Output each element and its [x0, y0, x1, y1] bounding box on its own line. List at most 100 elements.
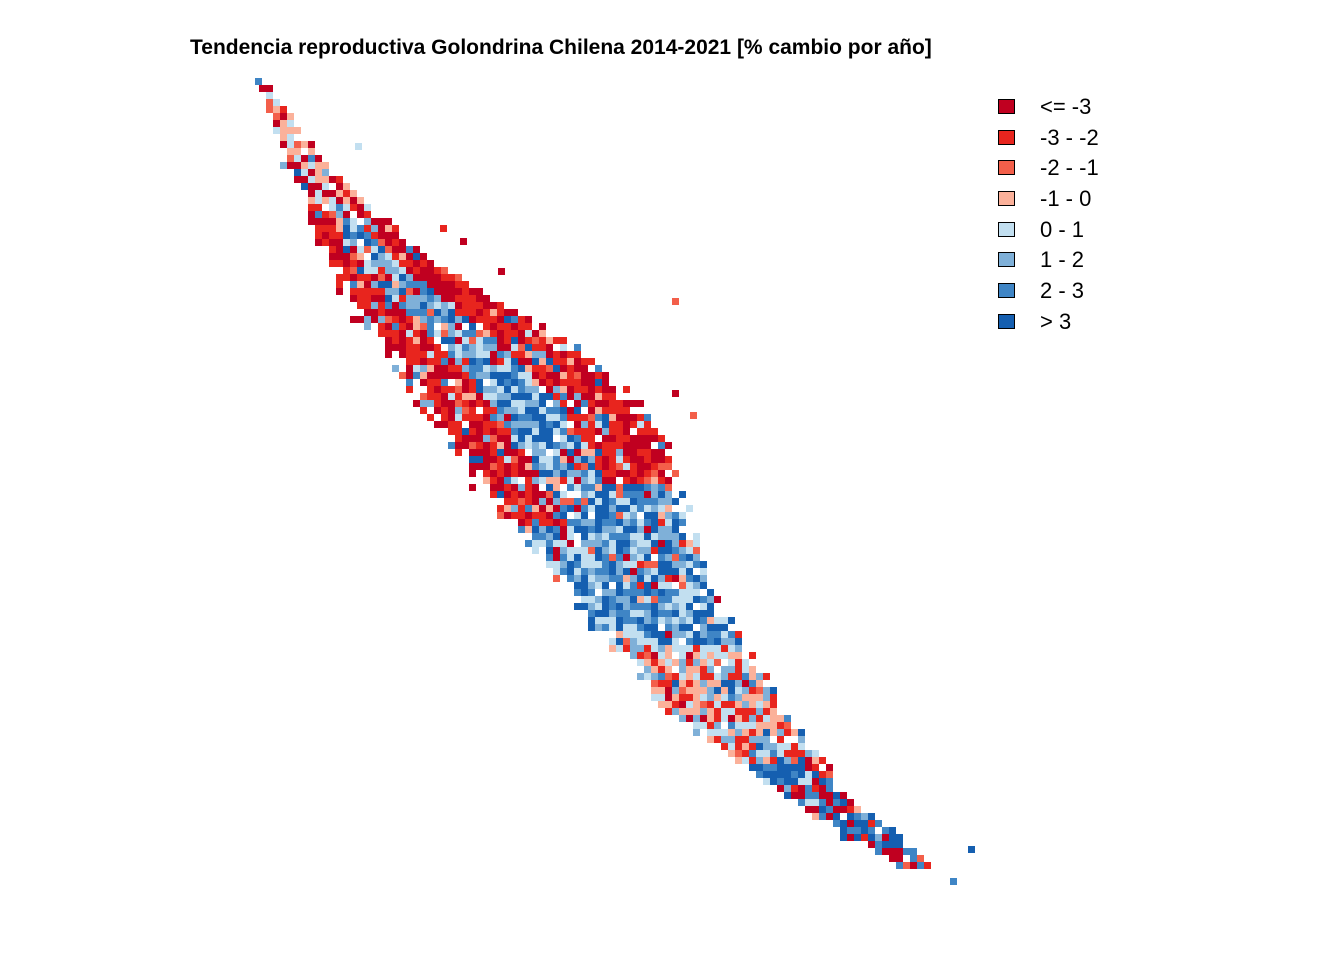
raster-cell	[469, 407, 476, 414]
raster-cell	[602, 603, 609, 610]
raster-cell	[364, 239, 371, 246]
raster-cell	[602, 421, 609, 428]
raster-cell	[315, 183, 322, 190]
raster-cell	[413, 246, 420, 253]
raster-cell	[735, 708, 742, 715]
raster-cell	[553, 484, 560, 491]
raster-cell	[665, 519, 672, 526]
raster-cell	[616, 470, 623, 477]
raster-cell	[490, 309, 497, 316]
raster-cell	[686, 673, 693, 680]
raster-cell	[455, 337, 462, 344]
raster-cell	[623, 638, 630, 645]
raster-cell	[721, 673, 728, 680]
raster-cell	[609, 477, 616, 484]
raster-cell	[875, 820, 882, 827]
raster-cell	[686, 596, 693, 603]
raster-cell	[455, 407, 462, 414]
raster-cell	[329, 253, 336, 260]
raster-cell	[644, 505, 651, 512]
raster-cell	[644, 596, 651, 603]
raster-cell	[497, 330, 504, 337]
raster-cell	[742, 757, 749, 764]
raster-cell	[707, 687, 714, 694]
raster-cell	[574, 435, 581, 442]
raster-cell	[854, 827, 861, 834]
raster-cell	[665, 484, 672, 491]
raster-cell	[693, 652, 700, 659]
raster-cell	[413, 274, 420, 281]
raster-cell	[434, 393, 441, 400]
raster-cell	[690, 412, 697, 419]
raster-cell	[714, 722, 721, 729]
raster-cell	[294, 127, 301, 134]
raster-cell	[644, 442, 651, 449]
raster-cell	[791, 750, 798, 757]
raster-cell	[630, 561, 637, 568]
raster-cell	[686, 645, 693, 652]
raster-cell	[539, 344, 546, 351]
raster-cell	[385, 351, 392, 358]
raster-cell	[581, 470, 588, 477]
raster-cell	[637, 617, 644, 624]
raster-cell	[532, 393, 539, 400]
raster-cell	[581, 435, 588, 442]
raster-cell	[336, 253, 343, 260]
raster-cell	[679, 512, 686, 519]
raster-cell	[294, 155, 301, 162]
raster-cell	[588, 484, 595, 491]
raster-cell	[756, 771, 763, 778]
raster-cell	[518, 358, 525, 365]
raster-cell	[630, 575, 637, 582]
raster-cell	[539, 358, 546, 365]
raster-cell	[665, 680, 672, 687]
raster-cell	[413, 323, 420, 330]
raster-cell	[532, 505, 539, 512]
raster-cell	[679, 666, 686, 673]
raster-cell	[819, 792, 826, 799]
raster-cell	[301, 176, 308, 183]
raster-cell	[476, 351, 483, 358]
raster-cell	[511, 365, 518, 372]
raster-cell	[630, 414, 637, 421]
raster-cell	[658, 638, 665, 645]
raster-cell	[588, 554, 595, 561]
raster-cell	[476, 456, 483, 463]
raster-cell	[693, 722, 700, 729]
raster-cell	[637, 519, 644, 526]
raster-cell	[518, 421, 525, 428]
raster-cell	[595, 428, 602, 435]
raster-cell	[273, 99, 280, 106]
raster-cell	[574, 575, 581, 582]
raster-cell	[483, 393, 490, 400]
raster-cell	[672, 519, 679, 526]
raster-cell	[434, 386, 441, 393]
raster-cell	[658, 645, 665, 652]
raster-cell	[420, 260, 427, 267]
raster-cell	[567, 442, 574, 449]
raster-cell	[420, 393, 427, 400]
raster-cell	[693, 673, 700, 680]
raster-cell	[434, 365, 441, 372]
raster-cell	[406, 267, 413, 274]
raster-cell	[693, 645, 700, 652]
raster-cell	[651, 428, 658, 435]
raster-cell	[756, 764, 763, 771]
raster-cell	[651, 449, 658, 456]
raster-cell	[553, 540, 560, 547]
raster-cell	[567, 386, 574, 393]
raster-cell	[847, 799, 854, 806]
raster-cell	[651, 582, 658, 589]
raster-cell	[623, 505, 630, 512]
raster-cell	[651, 477, 658, 484]
raster-cell	[728, 659, 735, 666]
raster-cell	[588, 540, 595, 547]
raster-cell	[735, 659, 742, 666]
raster-cell	[651, 456, 658, 463]
raster-cell	[700, 687, 707, 694]
raster-cell	[567, 498, 574, 505]
raster-cell	[679, 519, 686, 526]
raster-cell	[462, 302, 469, 309]
raster-cell	[518, 407, 525, 414]
